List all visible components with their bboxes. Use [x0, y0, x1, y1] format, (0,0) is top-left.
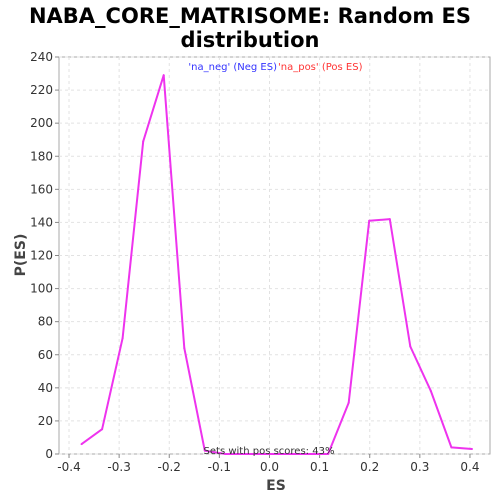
- data-point: [388, 218, 391, 221]
- data-point: [203, 449, 206, 452]
- series-group: [80, 74, 473, 455]
- grid-lines: [59, 56, 490, 455]
- y-tick-label: 160: [30, 182, 53, 196]
- data-point: [142, 140, 145, 143]
- data-point: [470, 448, 473, 451]
- chart-title-line-2: distribution: [181, 28, 320, 52]
- x-tick-label: 0.1: [310, 460, 329, 474]
- data-point: [327, 453, 330, 455]
- pos-scores-annotation: Sets with pos scores: 43%: [204, 446, 335, 457]
- x-tick-label: -0.1: [208, 460, 231, 474]
- y-axis-label: P(ES): [13, 234, 29, 277]
- y-tick-label: 40: [38, 381, 53, 395]
- data-point: [265, 453, 268, 455]
- data-point: [286, 453, 289, 455]
- y-tick-label: 240: [30, 50, 53, 64]
- data-point: [224, 453, 227, 455]
- x-axis-ticks: -0.4 -0.3 -0.2 -0.1 0.0 0.1 0.2 0.3 0.4: [57, 454, 480, 474]
- legend-pos-es: 'na_pos' (Pos ES): [278, 62, 363, 73]
- chart-title-line-1: NABA_CORE_MATRISOME: Random ES: [29, 4, 471, 28]
- y-tick-label: 60: [38, 348, 53, 362]
- y-tick-label: 220: [30, 83, 53, 97]
- data-point: [429, 390, 432, 393]
- data-point: [162, 74, 165, 77]
- data-point: [450, 446, 453, 449]
- data-point: [183, 347, 186, 350]
- y-tick-label: 120: [30, 249, 53, 263]
- y-tick-label: 80: [38, 315, 53, 329]
- y-tick-label: 0: [45, 447, 53, 461]
- data-point: [80, 443, 83, 446]
- x-tick-label: -0.4: [57, 460, 80, 474]
- es-distribution-line: [81, 74, 473, 455]
- data-point: [306, 453, 309, 455]
- y-tick-label: 140: [30, 215, 53, 229]
- data-point: [244, 453, 247, 455]
- y-tick-label: 180: [30, 149, 53, 163]
- x-tick-label: 0.2: [360, 460, 379, 474]
- data-point: [368, 219, 371, 222]
- x-axis-label: ES: [266, 478, 286, 494]
- legend-neg-es: 'na_neg' (Neg ES): [188, 62, 277, 73]
- x-tick-label: 0.3: [410, 460, 429, 474]
- x-tick-label: -0.3: [107, 460, 130, 474]
- x-tick-label: 0.4: [460, 460, 479, 474]
- y-axis-ticks: 0 20 40 60 80 100 120 140 160 180 200 220 240: [30, 50, 59, 461]
- data-point: [409, 345, 412, 348]
- y-tick-label: 20: [38, 414, 53, 428]
- data-point: [121, 337, 124, 340]
- y-tick-label: 100: [30, 282, 53, 296]
- x-tick-label: 0.0: [260, 460, 279, 474]
- data-point: [101, 428, 104, 431]
- x-tick-label: -0.2: [158, 460, 181, 474]
- data-point: [347, 401, 350, 404]
- y-tick-label: 200: [30, 116, 53, 130]
